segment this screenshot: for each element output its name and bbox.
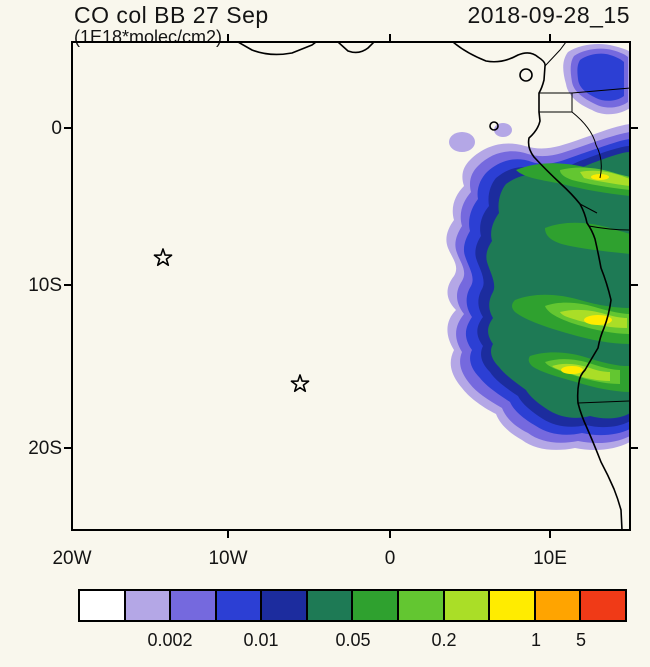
plume-level-0.002-wisp [494,123,512,137]
y-axis-label-0: 0 [51,118,62,139]
colorbar-cell [260,591,306,620]
axis-ticks [64,34,638,538]
plot-title: CO col BB 27 Sep [74,2,269,28]
plume-level-1-spot [561,366,583,374]
x-axis-label-10w: 10W [208,548,248,569]
plume-level-0.1-streak [545,222,629,254]
colorbar-cell [305,591,352,620]
colorbar-label-1: 1 [530,630,542,650]
colorbar-cell [123,591,170,620]
colorbar-cell [579,591,625,620]
colorbar [78,589,627,622]
plume-level-1-spot [584,315,612,325]
colorbar-label-0.2: 0.2 [431,630,457,650]
plume-level-0.002-wisp [449,132,475,152]
colorbar-cell [442,591,489,620]
country-borders [539,43,629,404]
map-content [153,43,629,529]
y-axis-label-10s: 10S [28,275,62,296]
coastline-ivory-coast [238,43,316,56]
x-axis-label-0: 0 [384,548,396,569]
x-axis-label-20w: 20W [52,548,92,569]
colorbar-cell [169,591,215,620]
coastline-ghana [337,43,375,54]
colorbar-cell [214,591,261,620]
star-marker-2 [290,374,310,393]
coastline-west-africa-main [452,43,623,529]
plume-level-0.01-north-patch [577,53,624,101]
star-marker-1 [153,248,173,267]
y-axis-label-20s: 20S [28,438,62,459]
colorbar-label-0.002: 0.002 [147,630,193,650]
plume-level-0.05 [486,152,629,419]
colorbar-cell [488,591,534,620]
colorbar-label-0.05: 0.05 [335,630,371,650]
colorbar-cell [351,591,398,620]
station-markers [153,248,310,393]
x-axis-label-10e: 10E [533,548,567,569]
island-bioko [519,68,533,82]
colorbar-cell [80,591,124,620]
colorbar-label-0.01: 0.01 [243,630,279,650]
colorbar-cell [397,591,443,620]
plot-timestamp: 2018-09-28_15 [467,2,630,28]
coastline [238,43,623,529]
colorbar-label-5: 5 [575,630,587,650]
island-sao-tome [489,121,499,131]
co-plume-contours [446,44,629,450]
colorbar-cell [533,591,580,620]
